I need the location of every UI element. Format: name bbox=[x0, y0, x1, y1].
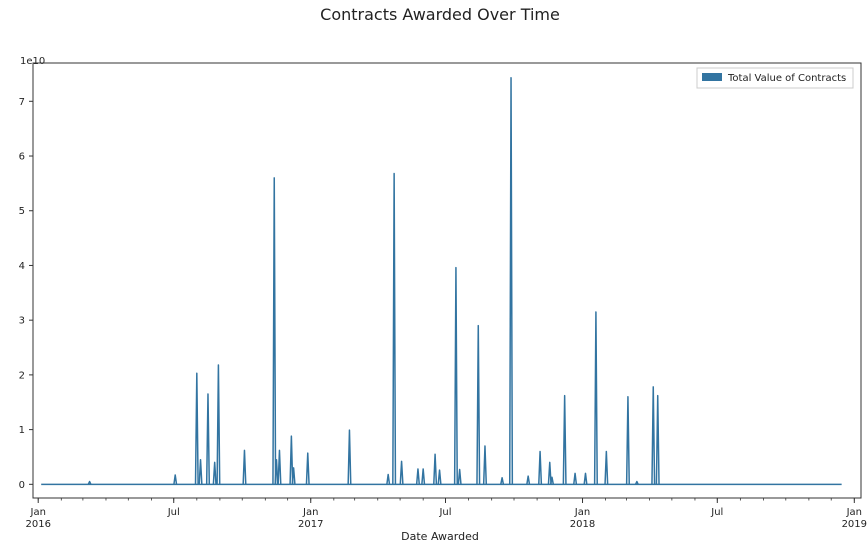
legend-swatch bbox=[702, 73, 722, 81]
legend: Total Value of Contracts bbox=[696, 67, 854, 89]
data-spike bbox=[347, 429, 352, 485]
data-spike bbox=[272, 177, 277, 485]
y-tick-label: 7 bbox=[19, 97, 25, 108]
x-axis-label: Date Awarded bbox=[401, 530, 479, 543]
data-spike bbox=[457, 468, 462, 485]
x-tick-label: Jul bbox=[167, 507, 180, 518]
data-spike bbox=[399, 460, 404, 485]
data-spike bbox=[274, 458, 279, 485]
data-spike bbox=[583, 472, 588, 485]
data-spike bbox=[289, 435, 294, 485]
data-spike bbox=[415, 468, 421, 485]
data-spike bbox=[392, 172, 397, 485]
data-spike bbox=[500, 477, 505, 485]
x-tick-year-label: 2017 bbox=[298, 519, 323, 530]
x-tick-year-label: 2019 bbox=[842, 519, 867, 530]
data-spike bbox=[655, 394, 660, 485]
data-spike bbox=[604, 450, 609, 485]
data-spike bbox=[549, 476, 555, 485]
data-spike bbox=[194, 372, 199, 485]
data-spike bbox=[216, 364, 221, 485]
data-spike bbox=[526, 475, 531, 485]
y-tick-label: 3 bbox=[19, 316, 25, 327]
y-tick-label: 5 bbox=[19, 206, 25, 217]
data-spike bbox=[173, 474, 178, 485]
x-tick-label: Jan bbox=[30, 507, 46, 518]
y-tick-label: 0 bbox=[19, 480, 25, 491]
x-tick-label: Jul bbox=[710, 507, 723, 518]
data-spike bbox=[651, 386, 656, 485]
plot-frame bbox=[32, 62, 862, 499]
data-spike bbox=[242, 449, 247, 485]
data-spike bbox=[205, 393, 211, 485]
data-spike bbox=[634, 480, 639, 485]
data-spike bbox=[625, 396, 630, 485]
data-spike bbox=[508, 77, 514, 485]
data-spike bbox=[538, 450, 543, 485]
y-offset-label: 1e10 bbox=[20, 56, 45, 67]
data-spike bbox=[277, 449, 282, 485]
data-spike bbox=[453, 266, 458, 485]
legend-box bbox=[696, 67, 854, 89]
data-spike bbox=[305, 452, 310, 485]
x-tick-label: Jan bbox=[846, 507, 862, 518]
y-tick-label: 4 bbox=[19, 261, 25, 272]
y-tick-label: 6 bbox=[19, 152, 25, 163]
data-spike bbox=[573, 472, 578, 485]
data-spike bbox=[198, 458, 203, 485]
data-spike bbox=[421, 468, 426, 485]
data-spike bbox=[386, 473, 391, 485]
data-spike bbox=[87, 480, 92, 485]
data-spike bbox=[291, 467, 296, 485]
x-tick-label: Jan bbox=[302, 507, 318, 518]
plot-area bbox=[41, 77, 842, 486]
x-tick-label: Jan bbox=[574, 507, 590, 518]
data-spike bbox=[482, 445, 488, 485]
data-spike bbox=[437, 469, 442, 485]
data-spike bbox=[547, 461, 552, 485]
x-tick-label: Jul bbox=[438, 507, 451, 518]
legend-label: Total Value of Contracts bbox=[727, 73, 846, 84]
data-spike bbox=[433, 453, 438, 485]
y-tick-label: 1 bbox=[19, 425, 25, 436]
x-tick-year-label: 2018 bbox=[570, 519, 595, 530]
data-spike bbox=[476, 324, 481, 485]
x-tick-year-label: 2016 bbox=[25, 519, 50, 530]
data-spike bbox=[593, 311, 598, 485]
chart-title: Contracts Awarded Over Time bbox=[320, 5, 560, 24]
y-tick-label: 2 bbox=[19, 370, 25, 381]
y-axis: 0 1 2 3 4 5 6 7 bbox=[19, 97, 33, 491]
data-spike bbox=[212, 461, 217, 485]
data-spike bbox=[562, 394, 567, 485]
